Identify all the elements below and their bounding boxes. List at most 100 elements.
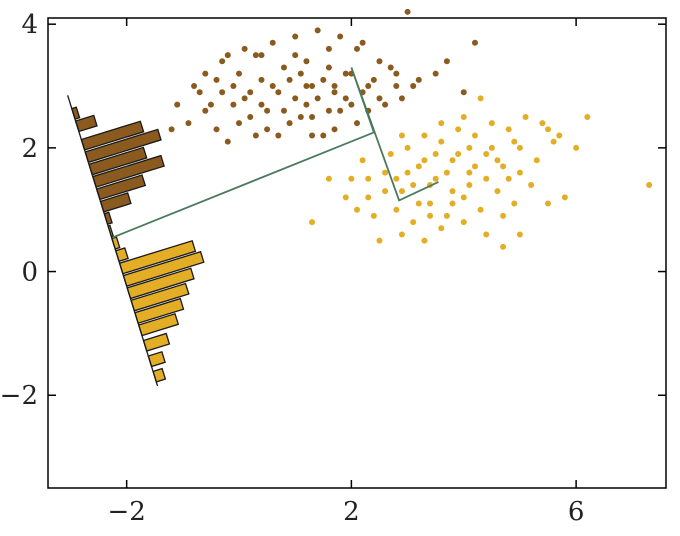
scatter-point bbox=[342, 70, 349, 77]
scatter-point bbox=[398, 231, 405, 238]
scatter-point bbox=[382, 169, 389, 176]
scatter-point bbox=[280, 107, 287, 114]
scatter-point bbox=[264, 107, 271, 114]
scatter-point bbox=[393, 175, 400, 182]
scatter-point bbox=[236, 120, 243, 127]
y-tick-label: 2 bbox=[21, 134, 38, 164]
scatter-point bbox=[297, 70, 304, 77]
scatter-point bbox=[275, 89, 282, 96]
x-tick-label: −2 bbox=[107, 497, 145, 527]
scatter-point bbox=[455, 126, 462, 133]
scatter-point bbox=[224, 138, 231, 145]
histogram-axis-line bbox=[67, 95, 159, 387]
scatter-point bbox=[500, 163, 507, 170]
scatter-point bbox=[556, 132, 563, 139]
scatter-point bbox=[269, 83, 276, 90]
scatter-point bbox=[224, 52, 231, 59]
scatter-point bbox=[325, 64, 332, 71]
scatter-point bbox=[398, 95, 405, 102]
scatter-point bbox=[471, 163, 478, 170]
scatter-point bbox=[230, 83, 237, 90]
scatter-point bbox=[415, 163, 422, 170]
scatter-point bbox=[354, 45, 360, 52]
histogram-bar bbox=[114, 247, 129, 263]
scatter-point bbox=[516, 231, 523, 238]
scatter-point bbox=[443, 169, 450, 176]
scatter-point bbox=[646, 181, 653, 188]
scatter-point bbox=[460, 194, 467, 201]
scatter-point bbox=[545, 126, 552, 133]
scatter-point bbox=[202, 70, 209, 77]
scatter-point bbox=[432, 70, 439, 77]
scatter-point bbox=[488, 144, 495, 151]
scatter-point bbox=[325, 107, 332, 114]
scatter-point bbox=[415, 76, 422, 83]
scatter-point bbox=[545, 200, 552, 207]
scatter-point bbox=[252, 52, 259, 59]
scatter-point bbox=[252, 132, 259, 139]
scatter-point bbox=[584, 113, 591, 120]
scatter-point bbox=[365, 175, 372, 182]
scatter-point bbox=[331, 126, 338, 133]
scatter-point bbox=[466, 169, 473, 176]
scatter-point bbox=[398, 188, 405, 195]
scatter-point bbox=[393, 206, 400, 213]
scatter-point bbox=[443, 212, 450, 219]
scatter-point bbox=[573, 144, 580, 151]
scatter-point bbox=[258, 76, 265, 83]
scatter-point bbox=[359, 157, 366, 164]
scatter-point bbox=[325, 45, 332, 52]
y-tick-label: 0 bbox=[21, 258, 38, 288]
scatter-point bbox=[432, 151, 439, 158]
scatter-point bbox=[292, 95, 299, 102]
y-tick-label: −2 bbox=[0, 381, 38, 411]
plot-frame bbox=[47, 17, 667, 489]
scatter-point bbox=[382, 188, 389, 195]
scatter-point bbox=[269, 39, 276, 46]
scatter-point bbox=[337, 107, 344, 114]
scatter-point bbox=[449, 188, 456, 195]
scatter-point bbox=[365, 83, 372, 90]
scatter-point bbox=[168, 126, 175, 133]
scatter-point bbox=[460, 113, 467, 120]
scatter-point bbox=[230, 101, 237, 108]
scatter-point bbox=[314, 95, 321, 102]
scatter-point bbox=[471, 39, 478, 46]
scatter-point bbox=[477, 206, 484, 213]
scatter-point bbox=[494, 188, 501, 195]
scatter-point bbox=[494, 157, 501, 164]
scatter-point bbox=[410, 219, 417, 226]
scatter-point bbox=[511, 138, 518, 145]
scatter-point bbox=[331, 83, 338, 90]
scatter-point bbox=[438, 120, 445, 127]
scatter-point bbox=[292, 33, 299, 40]
scatter-point bbox=[415, 200, 422, 207]
scatter-point bbox=[213, 126, 220, 133]
scatter-point bbox=[561, 194, 568, 201]
scatter-point bbox=[550, 138, 557, 145]
scatter-point bbox=[528, 181, 535, 188]
scatter-point bbox=[174, 101, 181, 108]
scatter-point bbox=[500, 212, 507, 219]
scatter-point bbox=[516, 144, 523, 151]
scatter-point bbox=[421, 157, 428, 164]
scatter-point bbox=[466, 181, 473, 188]
scatter-point bbox=[488, 120, 495, 127]
scatter-point bbox=[309, 83, 316, 90]
scatter-point bbox=[331, 89, 338, 96]
scatter-point bbox=[370, 76, 377, 83]
scatter-point bbox=[483, 231, 490, 238]
scatter-point bbox=[404, 169, 411, 176]
scatter-point bbox=[387, 64, 394, 71]
scatter-point bbox=[309, 219, 316, 226]
scatter-point bbox=[365, 194, 372, 201]
scatter-point bbox=[410, 83, 417, 90]
scatter-point bbox=[354, 206, 360, 213]
scatter-point bbox=[376, 95, 383, 102]
scatter-point bbox=[297, 113, 304, 120]
scatter-point bbox=[337, 33, 344, 40]
scatter-point bbox=[427, 212, 434, 219]
scatter-point bbox=[275, 132, 282, 139]
scatter-point bbox=[370, 212, 377, 219]
